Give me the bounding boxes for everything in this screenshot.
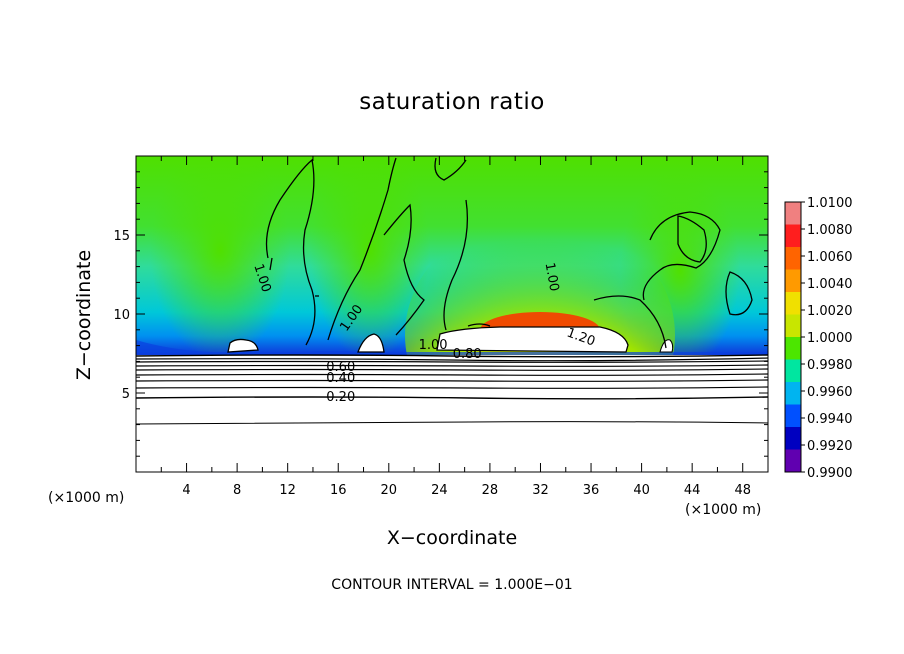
colorbar-swatch <box>785 449 801 472</box>
x-tick-label: 44 <box>684 483 701 498</box>
colorbar-label: 0.9960 <box>807 385 853 400</box>
x-tick-label: 32 <box>532 483 549 498</box>
colorbar-label: 1.0060 <box>807 250 853 265</box>
contour-label: 1.00 <box>419 338 448 353</box>
colorbar-label: 1.0100 <box>807 196 853 211</box>
colorbar-label: 1.0080 <box>807 223 853 238</box>
x-tick-label: 40 <box>633 483 650 498</box>
colorbar: 1.0100 1.0080 1.0060 1.0040 1.0020 1.0000 0.99… <box>784 196 853 481</box>
colorbar-label: 0.9900 <box>807 466 853 481</box>
colorbar-swatch <box>785 382 801 405</box>
colorbar-label: 1.0000 <box>807 331 853 346</box>
y-tick-label: 15 <box>113 229 130 244</box>
y-tick-label: 5 <box>122 387 130 402</box>
chart-title: saturation ratio <box>359 89 545 115</box>
contour-label: 1.00 <box>542 261 562 292</box>
colorbar-label: 1.0020 <box>807 304 853 319</box>
colorbar-label: 0.9920 <box>807 439 853 454</box>
y-axis: 5 10 15 <box>113 171 768 457</box>
colorbar-swatch <box>785 314 801 337</box>
x-axis: 4 8 12 16 20 24 28 32 36 40 44 48 <box>160 156 751 498</box>
x-tick-label: 8 <box>233 483 241 498</box>
colorbar-label: 1.0040 <box>807 277 853 292</box>
contour-label: 0.20 <box>326 390 355 405</box>
x-units-left: (×1000 m) <box>48 490 125 506</box>
contour-label: 0.40 <box>326 371 355 386</box>
x-tick-label: 16 <box>330 483 347 498</box>
contour-interval-note: CONTOUR INTERVAL = 1.000E−01 <box>331 577 573 593</box>
y-tick-label: 10 <box>113 308 130 323</box>
contour-label: 0.60 <box>326 360 355 375</box>
contour-label: 0.80 <box>453 347 482 362</box>
colorbar-swatch <box>785 202 801 225</box>
colorbar-swatch <box>785 224 801 247</box>
colorbar-swatch <box>785 404 801 427</box>
colorbar-label: 0.9980 <box>807 358 853 373</box>
x-tick-label: 48 <box>734 483 751 498</box>
y-axis-label: Z−coordinate <box>73 249 95 381</box>
x-tick-label: 28 <box>482 483 499 498</box>
colorbar-swatch <box>785 359 801 382</box>
colorbar-swatch <box>785 337 801 360</box>
contour-labels: 1.001.001.001.00 1.200.800.600.400.20 <box>250 261 597 404</box>
colorbar-swatch <box>785 247 801 270</box>
colorbar-swatch <box>785 427 801 450</box>
x-tick-label: 20 <box>381 483 398 498</box>
x-tick-label: 4 <box>182 483 190 498</box>
colorbar-swatch <box>785 269 801 292</box>
x-units-right: (×1000 m) <box>685 502 762 518</box>
colorbar-label: 0.9940 <box>807 412 853 427</box>
x-tick-label: 24 <box>431 483 448 498</box>
x-axis-label: X−coordinate <box>386 527 518 549</box>
x-tick-label: 36 <box>583 483 600 498</box>
colorbar-swatch <box>785 292 801 315</box>
x-tick-label: 12 <box>279 483 296 498</box>
